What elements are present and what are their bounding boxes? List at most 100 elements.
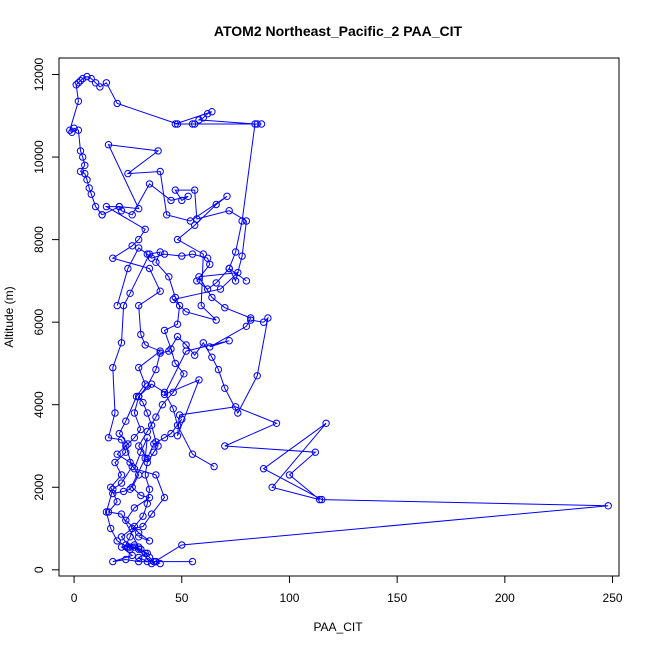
data-point (102, 79, 111, 87)
data-point (221, 442, 229, 450)
data-point (175, 301, 184, 310)
series-group (104, 248, 188, 551)
data-point (147, 421, 156, 429)
data-point (160, 493, 169, 502)
data-point (171, 186, 180, 194)
data-point (91, 202, 100, 211)
data-point (225, 207, 233, 215)
data-point (203, 254, 212, 262)
data-point (124, 440, 132, 448)
data-point (178, 252, 186, 260)
data-point (182, 308, 190, 316)
data-point (66, 126, 74, 134)
data-point (234, 409, 242, 417)
data-point (203, 285, 212, 293)
data-point (124, 264, 132, 273)
data-point (139, 522, 147, 531)
data-point (76, 77, 85, 85)
series-group (98, 180, 251, 310)
data-point (206, 343, 214, 351)
data-point (109, 485, 117, 493)
data-point (113, 498, 121, 506)
data-point (126, 533, 134, 541)
data-point (191, 186, 199, 194)
data-point (178, 415, 186, 423)
data-point (130, 504, 139, 512)
data-point (195, 116, 203, 124)
data-point (126, 289, 134, 297)
data-point (212, 279, 220, 287)
data-point (223, 192, 231, 201)
data-point (208, 353, 216, 361)
data-point (188, 250, 197, 258)
data-point (74, 126, 83, 134)
data-point (135, 545, 143, 553)
data-point (259, 465, 268, 473)
data-point (182, 341, 190, 349)
data-point (135, 553, 143, 562)
data-point (247, 314, 255, 322)
data-point (139, 398, 147, 407)
data-point (126, 485, 134, 493)
data-point (173, 432, 182, 440)
data-point (141, 341, 149, 349)
series-line (125, 316, 269, 562)
data-point (111, 409, 119, 417)
data-point (74, 79, 83, 87)
data-point (74, 97, 83, 106)
data-point (238, 252, 246, 260)
data-point (171, 120, 180, 128)
data-point (231, 277, 240, 285)
data-point (107, 483, 115, 491)
data-point (160, 388, 169, 396)
data-point (180, 370, 188, 378)
data-point (143, 500, 152, 508)
data-point (122, 417, 130, 425)
data-point (173, 120, 182, 128)
data-point (135, 442, 143, 450)
data-point (158, 401, 167, 409)
data-point (130, 543, 139, 551)
data-point (143, 382, 152, 390)
x-tick-label: 200 (495, 591, 515, 605)
series-group (66, 72, 266, 285)
x-axis: 0 50 100 150 200 250 (71, 576, 623, 605)
data-point (173, 235, 182, 244)
y-tick-label: 12000 (32, 58, 46, 92)
data-point (91, 79, 100, 87)
data-point (221, 384, 229, 392)
data-point (285, 471, 294, 479)
y-axis: 0 2000 4000 6000 8000 10000 12000 (32, 58, 59, 573)
data-point (113, 301, 121, 310)
data-point (165, 273, 173, 281)
data-point (167, 196, 175, 205)
data-point (145, 485, 154, 493)
data-point (81, 161, 89, 170)
data-point (104, 434, 113, 442)
data-point (253, 120, 261, 128)
data-point (135, 392, 143, 401)
y-tick-label: 6000 (32, 308, 46, 335)
data-point (126, 545, 134, 553)
data-point (197, 301, 205, 310)
data-point (135, 244, 143, 252)
data-point (145, 537, 154, 545)
x-tick-label: 50 (175, 591, 189, 605)
data-point (156, 349, 164, 357)
data-point (83, 176, 91, 184)
data-point (117, 479, 126, 487)
data-point (122, 442, 130, 450)
data-point (160, 390, 169, 399)
x-tick-label: 100 (279, 591, 299, 605)
data-point (152, 413, 160, 421)
data-point (102, 508, 111, 516)
data-point (117, 436, 126, 444)
data-point (184, 192, 192, 201)
data-point (169, 405, 177, 413)
data-point (143, 427, 152, 436)
data-point (212, 200, 220, 209)
data-point (264, 314, 272, 322)
data-point (322, 419, 330, 427)
data-point (115, 202, 124, 211)
